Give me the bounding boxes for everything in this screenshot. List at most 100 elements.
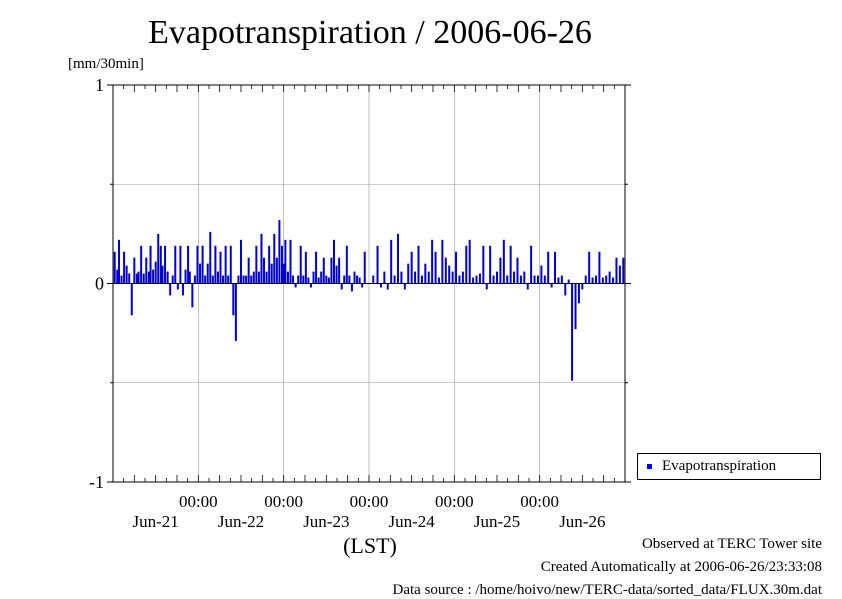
data-bar xyxy=(513,271,516,284)
data-bar xyxy=(133,257,136,284)
data-bar xyxy=(240,239,242,284)
data-bar xyxy=(219,251,222,284)
data-bar xyxy=(420,275,423,284)
data-bar xyxy=(242,275,245,284)
data-bar xyxy=(309,283,312,288)
data-bar xyxy=(232,283,235,316)
data-bar xyxy=(492,275,495,284)
data-bar xyxy=(608,271,611,284)
data-bar xyxy=(468,239,471,284)
data-bar xyxy=(496,271,498,284)
data-bar xyxy=(187,245,190,284)
data-bar xyxy=(335,265,338,284)
data-bar xyxy=(214,245,217,284)
data-bar xyxy=(356,275,359,284)
data-bar xyxy=(280,245,283,284)
data-bar xyxy=(234,283,237,342)
data-bar xyxy=(294,283,297,288)
data-bar xyxy=(581,283,584,290)
data-bar xyxy=(564,283,567,296)
x-axis-label: (LST) xyxy=(343,533,397,558)
created-timestamp-text: Created Automatically at 2006-06-26/23:3… xyxy=(540,559,822,575)
data-bar xyxy=(519,275,522,284)
data-bar xyxy=(142,273,145,284)
x-date-tick-label: Jun-21 xyxy=(133,512,179,531)
data-bar xyxy=(485,283,488,290)
data-bar xyxy=(278,219,281,284)
data-bar xyxy=(159,245,162,284)
data-bar xyxy=(509,245,512,284)
data-bar xyxy=(116,269,119,284)
data-bar xyxy=(379,283,382,288)
data-bar xyxy=(536,275,539,284)
data-bar xyxy=(320,271,323,284)
data-bar xyxy=(191,283,194,308)
data-bar xyxy=(312,271,315,284)
data-bar xyxy=(204,275,207,284)
data-bar xyxy=(543,275,546,284)
data-bar xyxy=(184,269,187,284)
data-bar xyxy=(547,251,550,284)
data-bar xyxy=(353,271,356,284)
data-bar xyxy=(361,283,364,288)
data-bar xyxy=(206,263,209,284)
x-date-tick-label: Jun-23 xyxy=(303,512,349,531)
data-bar xyxy=(540,265,543,284)
data-bar xyxy=(307,277,310,284)
data-bar xyxy=(252,271,255,284)
data-bar xyxy=(615,257,618,284)
data-bar xyxy=(393,275,396,284)
data-bar xyxy=(427,271,430,284)
x-date-tick-label: Jun-24 xyxy=(389,512,436,531)
y-tick-label: 1 xyxy=(95,75,104,95)
data-bar xyxy=(410,251,413,284)
y-tick-label: 0 xyxy=(95,274,104,294)
data-bar xyxy=(560,275,563,284)
data-bar xyxy=(255,245,258,284)
data-bar xyxy=(598,251,601,284)
data-bar xyxy=(400,271,403,284)
data-bar xyxy=(176,283,179,290)
data-bar xyxy=(147,271,150,284)
data-bar xyxy=(263,257,266,284)
data-bar xyxy=(588,251,591,284)
x-date-tick-label: Jun-26 xyxy=(559,512,605,531)
data-bar xyxy=(164,245,167,284)
data-bar xyxy=(482,245,485,284)
data-bar xyxy=(247,257,250,284)
data-bar xyxy=(188,271,191,284)
data-bar xyxy=(157,233,160,284)
data-bar xyxy=(390,239,393,284)
data-bar xyxy=(199,263,202,284)
data-bar xyxy=(123,251,126,284)
data-bar xyxy=(166,271,169,284)
data-bar xyxy=(275,257,278,284)
x-time-tick-label: 00:00 xyxy=(520,492,559,511)
data-bar xyxy=(458,275,461,284)
data-bar xyxy=(130,283,133,316)
data-bar xyxy=(284,239,287,284)
data-bar xyxy=(343,275,346,284)
data-bar xyxy=(574,283,577,330)
data-bar xyxy=(523,271,526,284)
y-tick-label: -1 xyxy=(89,472,104,492)
data-bar xyxy=(499,257,502,284)
data-bar xyxy=(489,245,492,284)
data-bar xyxy=(403,283,406,290)
data-bar xyxy=(502,239,505,284)
data-bar xyxy=(434,251,437,284)
data-bar xyxy=(137,271,140,284)
data-bar xyxy=(315,251,318,284)
x-date-tick-label: Jun-22 xyxy=(218,512,264,531)
data-bar xyxy=(431,239,434,284)
data-bar xyxy=(554,251,557,284)
data-bar xyxy=(550,283,553,288)
data-bar xyxy=(179,245,182,284)
data-bar xyxy=(577,283,580,304)
data-bar xyxy=(605,275,608,284)
data-bar xyxy=(340,283,343,290)
data-bar xyxy=(557,277,560,284)
data-bar xyxy=(227,275,230,284)
data-bar xyxy=(145,257,148,284)
data-bar xyxy=(338,257,341,284)
